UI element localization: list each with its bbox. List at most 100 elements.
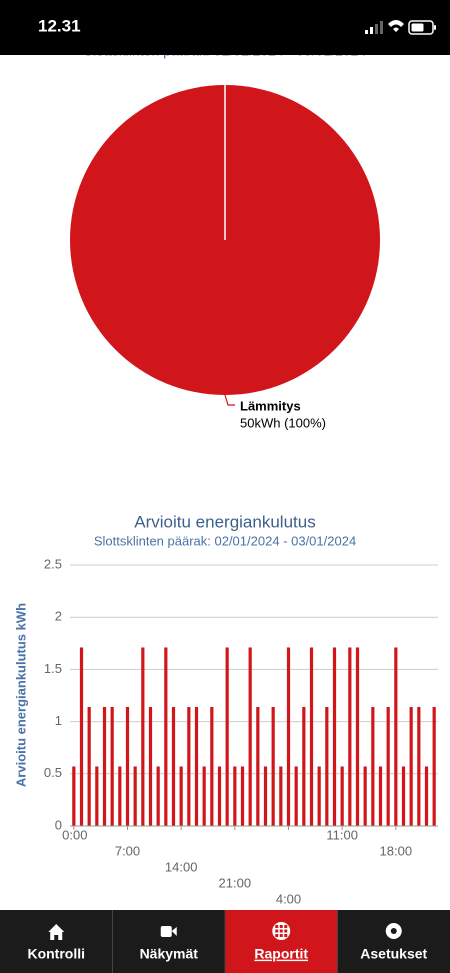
bar xyxy=(363,766,367,826)
bar xyxy=(355,647,360,826)
tab-label: Näkymät xyxy=(140,946,199,962)
x-tick-label: 7:00 xyxy=(115,843,140,858)
bar xyxy=(432,706,436,826)
bar xyxy=(424,766,429,826)
tab[interactable]: Raportit xyxy=(224,910,338,973)
x-tick-label: 18:00 xyxy=(380,843,413,858)
bar xyxy=(417,706,421,826)
clock: 12.31 xyxy=(38,16,81,35)
bar xyxy=(332,647,337,826)
icon-shape xyxy=(279,934,283,937)
tab[interactable]: Näkymät xyxy=(112,910,226,973)
y-tick-label: 1.5 xyxy=(44,661,62,676)
bar xyxy=(141,647,145,826)
bar xyxy=(294,766,298,826)
bar xyxy=(194,706,199,826)
tab[interactable]: Kontrolli xyxy=(0,910,113,973)
bar xyxy=(233,766,237,826)
tab-icon xyxy=(272,922,291,940)
bar xyxy=(279,766,283,826)
tab-background xyxy=(112,910,225,973)
bar xyxy=(148,706,153,826)
tab-background xyxy=(0,910,113,973)
y-tick-label: 1 xyxy=(55,713,62,728)
icon-shape xyxy=(275,934,279,937)
y-axis-label: Arvioitu energiankulutus kWh xyxy=(13,603,28,787)
tab-label: Kontrolli xyxy=(27,946,85,962)
bar xyxy=(156,766,160,826)
icon-shape xyxy=(275,929,279,933)
slice-label: Lämmitys xyxy=(240,398,301,413)
bar xyxy=(171,706,176,826)
slice-value-label: 50kWh (100%) xyxy=(240,415,326,430)
x-tick-label: 21:00 xyxy=(219,875,252,890)
tab-label: Asetukset xyxy=(360,946,427,962)
tab-label: Raportit xyxy=(254,946,308,962)
bar xyxy=(256,706,260,826)
tab-icon xyxy=(385,923,402,939)
tab-icon xyxy=(48,924,65,940)
tab-background xyxy=(337,910,450,973)
bar xyxy=(271,706,275,826)
bar xyxy=(202,766,206,826)
bar xyxy=(95,766,99,826)
bar xyxy=(325,706,329,826)
bar xyxy=(125,706,130,826)
bar xyxy=(133,766,137,826)
bar xyxy=(217,766,222,826)
bar xyxy=(225,647,229,826)
pie-chart: Lämmitys 50kWh (100%) xyxy=(70,85,380,430)
bar xyxy=(309,647,314,826)
bar xyxy=(263,766,268,826)
bar xyxy=(302,706,306,826)
tab[interactable]: Asetukset xyxy=(337,910,450,973)
tabs: Kontrolli Näkymät Raportit Asetukset xyxy=(0,910,450,973)
bar xyxy=(286,647,291,826)
bar xyxy=(317,766,321,826)
icon-shape xyxy=(284,929,288,933)
icon-shape xyxy=(171,927,177,936)
bar xyxy=(378,766,383,826)
y-tick-label: 0.5 xyxy=(44,765,62,780)
x-tick-label: 14:00 xyxy=(165,859,198,874)
bar xyxy=(394,647,398,826)
bar xyxy=(110,706,114,826)
bar xyxy=(187,706,191,826)
bar xyxy=(79,647,84,826)
status-bar xyxy=(0,0,450,55)
y-tick-label: 2.5 xyxy=(44,556,62,571)
bar xyxy=(179,766,183,826)
bar xyxy=(240,766,245,826)
icon-shape xyxy=(279,925,283,928)
leader-line xyxy=(224,394,235,406)
icon-shape xyxy=(284,934,288,937)
bar xyxy=(371,706,375,826)
icon-shape xyxy=(275,925,279,928)
bar xyxy=(210,706,214,826)
bar-chart: 0 0.5 1 1.5 2 2.5 0:00 7:00 14:00 21:00 4:00 11:00 1… xyxy=(44,556,438,906)
y-tick-label: 0 xyxy=(55,817,62,832)
status-icons xyxy=(365,20,436,35)
bar xyxy=(87,706,91,826)
x-tick-label: 0:00 xyxy=(62,827,87,842)
bar xyxy=(72,766,76,826)
bar xyxy=(348,647,352,826)
bar xyxy=(102,706,107,826)
tab-icon xyxy=(160,926,177,937)
bar xyxy=(118,766,122,826)
icon-shape xyxy=(284,925,288,928)
y-tick-label: 2 xyxy=(55,609,62,624)
bar xyxy=(248,647,252,826)
icon-shape xyxy=(48,924,65,940)
bar xyxy=(401,766,406,826)
icon-shape xyxy=(390,928,397,934)
bar xyxy=(340,766,344,826)
bar xyxy=(386,706,390,826)
tab-background xyxy=(225,910,338,973)
bar xyxy=(164,647,168,826)
bar-title: Arvioitu energiankulutus xyxy=(134,512,315,531)
x-tick-label: 11:00 xyxy=(326,827,358,842)
bar-subtitle: Slottsklinten päärak: 02/01/2024 - 03/01… xyxy=(94,533,356,548)
icon-shape xyxy=(160,926,172,937)
